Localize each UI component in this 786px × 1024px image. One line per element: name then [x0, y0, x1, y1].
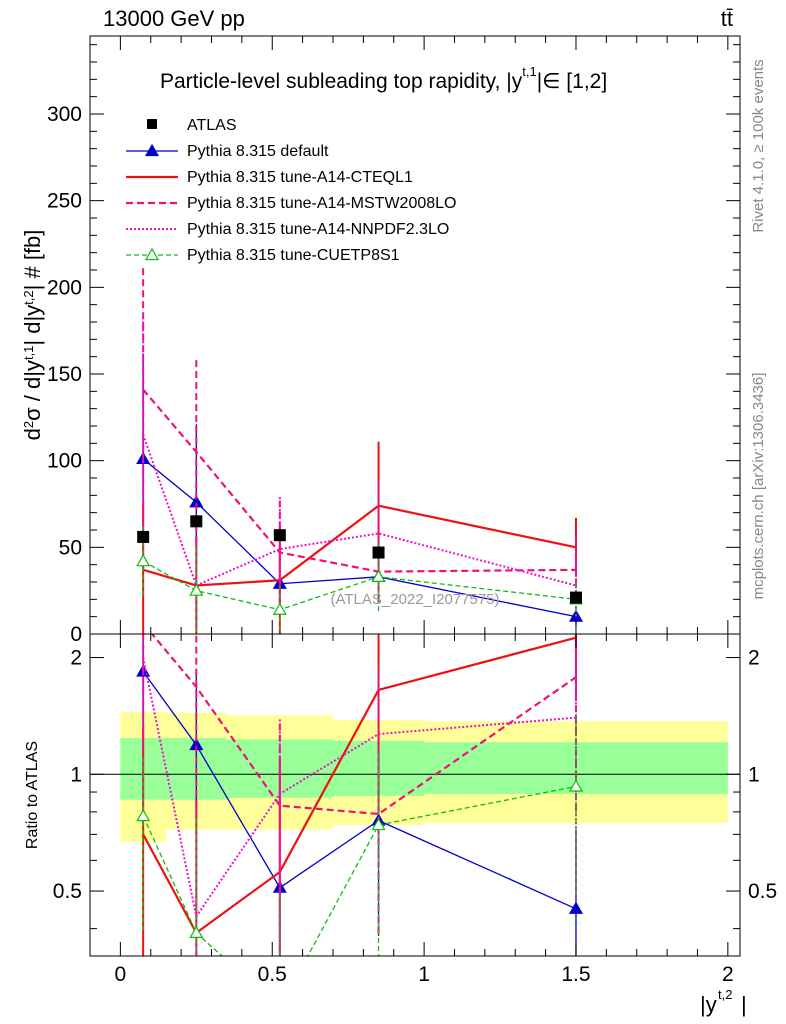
- ratio-frame: [89, 633, 741, 957]
- x-axis-label: |y t,2 |: [700, 987, 747, 1017]
- y-tick-label-ratio: 0.5: [53, 880, 82, 903]
- series-line: [142, 388, 576, 573]
- series-ratio-line: [150, 634, 577, 816]
- data-point-marker: [371, 569, 386, 582]
- x-tick-label: 0.5: [258, 963, 287, 986]
- x-tick-label: 1: [418, 963, 430, 986]
- y-axis-label-main: d2σ / d|yt,1| d|yt,2| # [fb]: [20, 230, 45, 441]
- series-line: [142, 504, 577, 587]
- legend: ATLAS Pythia 8.315 default Pythia 8.315 tu…: [126, 117, 456, 264]
- data-point-marker: [272, 602, 287, 615]
- ratio-point-marker: [274, 1002, 286, 1013]
- y-tick-label-ratio: 2: [70, 647, 82, 670]
- x-tick-label: 1.5: [561, 963, 590, 986]
- y-tick-label-main: 100: [47, 450, 82, 473]
- series-line: [142, 434, 577, 587]
- y-tick-label-main: 250: [47, 190, 82, 213]
- svg-text:|y: |y: [700, 992, 717, 1017]
- svg-text:|: |: [741, 992, 747, 1017]
- legend-marker-atlas: [147, 119, 157, 129]
- legend-label: Pythia 8.315 tune-A14-CTEQL1: [187, 169, 413, 186]
- y-tick-label-ratio: 1: [70, 763, 82, 786]
- ratio-point-marker: [371, 817, 386, 831]
- process-label: tt̄: [721, 6, 733, 31]
- y-tick-label-main: 0: [70, 623, 82, 646]
- atlas-data-point: [372, 546, 385, 559]
- ratio-point-marker: [568, 901, 584, 914]
- series-ratio-4: [136, 714, 584, 1013]
- atlas-data-point: [190, 515, 203, 528]
- mcplots-label: mcplots.cern.ch [arXiv:1306.3436]: [750, 373, 767, 600]
- y-tick-label-ratio-right: 2: [748, 647, 760, 670]
- ratio-point-marker: [568, 779, 584, 792]
- svg-text:d2σ / d|yt,1| d|yt,2| # [fb]: d2σ / d|yt,1| d|yt,2| # [fb]: [20, 230, 45, 441]
- y-tick-label-main: 50: [59, 536, 82, 559]
- legend-label: Pythia 8.315 tune-A14-NNPDF2.3LO: [187, 221, 449, 238]
- x-tick-label: 2: [722, 963, 734, 986]
- svg-text:t,2: t,2: [718, 987, 732, 1002]
- rivet-version-label: Rivet 4.1.0, ≥ 100k events: [750, 59, 767, 232]
- atlas-data-point: [273, 529, 286, 542]
- y-tick-label-main: 150: [47, 363, 82, 386]
- data-point-marker: [136, 553, 151, 567]
- energy-label: 13000 GeV pp: [103, 6, 245, 31]
- legend-marker: [144, 143, 160, 157]
- x-tick-label: 0: [115, 963, 127, 986]
- legend-label: Pythia 8.315 tune-A14-MSTW2008LO: [187, 195, 456, 212]
- series-main-4: [136, 526, 584, 634]
- ratio-panel: 0 0.5 1 1.5 2 0.5 0.5 1 1 2 2: [53, 633, 777, 1013]
- legend-label: Pythia 8.315 tune-CUETP8S1: [187, 247, 400, 264]
- legend-label: Pythia 8.315 default: [187, 143, 329, 160]
- ratio-point-marker: [189, 925, 204, 938]
- analysis-id-label: (ATLAS_2022_I2077575): [330, 591, 499, 608]
- y-tick-label-main: 300: [47, 103, 82, 126]
- y-tick-label-main: 200: [47, 276, 82, 299]
- series-main-3: [142, 313, 577, 629]
- series-main-2: [142, 268, 577, 605]
- y-tick-label-ratio-right: 0.5: [748, 880, 777, 903]
- atlas-data-point: [569, 591, 582, 604]
- legend-label-atlas: ATLAS: [187, 117, 237, 134]
- series-ratio-line: [142, 657, 577, 919]
- chart-title: Particle-level subleading top rapidity, …: [160, 64, 607, 93]
- legend-marker: [144, 247, 160, 261]
- atlas-data-point: [137, 530, 150, 543]
- main-panel: 0 50 100 150 200 250 300 Particle-level sublea…: [47, 35, 741, 646]
- data-point-marker: [189, 583, 204, 596]
- y-axis-label-ratio: Ratio to ATLAS: [24, 741, 41, 849]
- y-tick-label-ratio-right: 1: [748, 763, 760, 786]
- series-ratio-line: [142, 785, 577, 956]
- ratio-point-marker: [136, 808, 151, 822]
